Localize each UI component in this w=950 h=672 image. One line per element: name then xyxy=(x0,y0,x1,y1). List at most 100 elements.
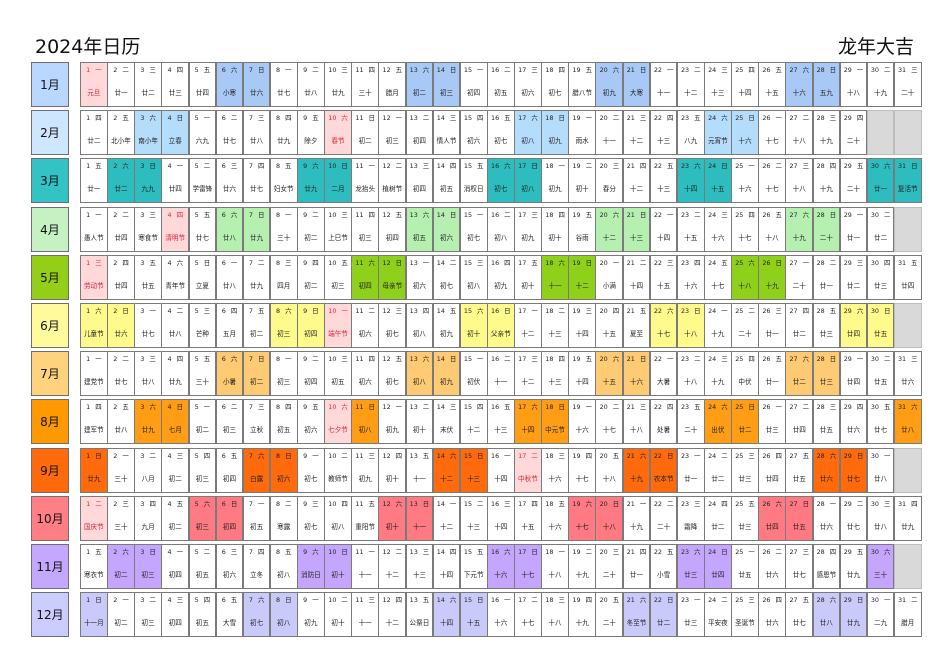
day-cell[interactable]: 14 五初九 xyxy=(432,303,461,348)
day-cell[interactable]: 6 日初四 xyxy=(215,495,244,541)
day-cell[interactable]: 14 四十四 xyxy=(432,544,461,589)
day-cell[interactable]: 7 一初五 xyxy=(242,495,271,541)
day-cell[interactable]: 8 一廿七 xyxy=(269,62,298,107)
day-cell[interactable]: 5 三芒种 xyxy=(188,303,217,348)
day-cell[interactable]: 24 三十三 xyxy=(703,62,732,107)
day-cell[interactable]: 13 二初十 xyxy=(405,399,434,445)
day-cell[interactable]: 7 三廿八 xyxy=(242,110,271,156)
day-cell[interactable]: 18 日中元节 xyxy=(541,399,569,445)
day-cell[interactable]: 28 六廿六 xyxy=(812,447,841,493)
day-cell[interactable]: 1 日廿九 xyxy=(80,447,108,493)
day-cell[interactable]: 12 三初七 xyxy=(378,303,407,348)
day-cell[interactable]: 4 四清明节 xyxy=(161,206,190,252)
day-cell[interactable]: 1 三劳动节 xyxy=(80,254,108,300)
day-cell[interactable]: 10 日二月 xyxy=(324,158,352,204)
day-cell[interactable]: 21 日大寒 xyxy=(622,62,651,107)
day-cell[interactable]: 1 日十一月 xyxy=(80,592,108,638)
day-cell[interactable]: 11 四三十 xyxy=(351,62,380,107)
day-cell[interactable]: 24 三十九 xyxy=(703,351,732,397)
day-cell[interactable]: 15 一初伏 xyxy=(459,351,488,397)
day-cell[interactable]: 20 二十七 xyxy=(595,399,624,445)
day-cell[interactable]: 27 六廿二 xyxy=(785,351,814,397)
day-cell[interactable]: 26 五廿一 xyxy=(758,351,786,397)
day-cell[interactable]: 31 六廿八 xyxy=(893,399,922,445)
day-cell[interactable]: 6 二初三 xyxy=(215,399,244,445)
day-cell[interactable]: 26 四廿六 xyxy=(758,592,786,638)
day-cell[interactable]: 22 日廿二 xyxy=(649,592,678,638)
day-cell[interactable]: 5 四初五 xyxy=(188,592,217,638)
day-cell[interactable]: 25 四中伏 xyxy=(731,351,759,397)
day-cell[interactable]: 26 二廿六 xyxy=(758,544,786,589)
day-cell[interactable]: 27 三十八 xyxy=(785,158,814,204)
day-cell[interactable]: 12 四十二 xyxy=(378,592,407,638)
day-cell[interactable]: 19 六十七 xyxy=(568,495,597,541)
day-cell[interactable]: 8 三四月 xyxy=(269,254,298,300)
day-cell[interactable]: 17 二十七 xyxy=(514,592,542,638)
day-cell[interactable]: 14 日初三 xyxy=(432,62,461,107)
day-cell[interactable]: 26 五十八 xyxy=(758,206,786,252)
day-cell[interactable]: 14 六十四 xyxy=(432,592,461,638)
day-cell[interactable]: 15 五下元节 xyxy=(459,544,488,589)
day-cell[interactable]: 18 二十三 xyxy=(541,303,569,348)
day-cell[interactable]: 25 三廿三 xyxy=(731,447,759,493)
day-cell[interactable]: 23 四十六 xyxy=(676,254,705,300)
day-cell[interactable]: 15 日十三 xyxy=(459,447,488,493)
day-cell[interactable]: 6 五大雪 xyxy=(215,592,244,638)
day-cell[interactable]: 18 五十六 xyxy=(541,495,569,541)
day-cell[interactable]: 26 一廿三 xyxy=(758,399,786,445)
day-cell[interactable]: 21 六冬至节 xyxy=(622,592,651,638)
day-cell[interactable]: 29 五二十 xyxy=(839,158,868,204)
day-cell[interactable]: 24 日十五 xyxy=(703,158,732,204)
day-cell[interactable]: 16 一十六 xyxy=(486,592,515,638)
day-cell[interactable]: 27 四廿二 xyxy=(785,303,814,348)
day-cell[interactable]: 23 日十八 xyxy=(676,303,705,348)
day-cell[interactable]: 29 日廿九 xyxy=(839,592,868,638)
day-cell[interactable]: 12 六初十 xyxy=(378,495,407,541)
day-cell[interactable]: 21 一十九 xyxy=(622,495,651,541)
day-cell[interactable]: 9 一初九 xyxy=(297,592,325,638)
day-cell[interactable]: 25 二二十 xyxy=(731,303,759,348)
day-cell[interactable]: 10 二初十 xyxy=(324,592,352,638)
day-cell[interactable]: 31 二腊月 xyxy=(893,592,922,638)
day-cell[interactable]: 8 六初三 xyxy=(269,303,298,348)
day-cell[interactable]: 4 二廿八 xyxy=(161,303,190,348)
day-cell[interactable]: 28 一廿六 xyxy=(812,495,841,541)
day-cell[interactable]: 24 一十九 xyxy=(703,303,732,348)
day-cell[interactable]: 15 六初十 xyxy=(459,303,488,348)
day-cell[interactable]: 27 二十八 xyxy=(785,110,814,156)
day-cell[interactable]: 2 日廿六 xyxy=(107,303,135,348)
day-cell[interactable]: 12 一初九 xyxy=(378,399,407,445)
day-cell[interactable]: 13 五公祭日 xyxy=(405,592,434,638)
day-cell[interactable]: 28 六廿八 xyxy=(812,592,841,638)
day-cell[interactable]: 21 六十九 xyxy=(622,447,651,493)
day-cell[interactable]: 30 二十九 xyxy=(866,62,895,107)
day-cell[interactable]: 12 五初七 xyxy=(378,351,407,397)
day-cell[interactable]: 31 五廿四 xyxy=(893,254,922,300)
day-cell[interactable]: 1 四廿二 xyxy=(80,110,108,156)
day-cell[interactable]: 20 二十一 xyxy=(595,110,624,156)
day-cell[interactable]: 16 二十一 xyxy=(486,351,515,397)
day-cell[interactable]: 30 四廿三 xyxy=(866,254,895,300)
day-cell[interactable]: 26 三廿一 xyxy=(758,303,786,348)
day-cell[interactable]: 29 一十八 xyxy=(839,62,868,107)
day-cell[interactable]: 16 三十四 xyxy=(486,495,515,541)
day-cell[interactable]: 30 日廿五 xyxy=(866,303,895,348)
day-cell[interactable]: 15 四初六 xyxy=(459,110,488,156)
day-cell[interactable]: 8 五初八 xyxy=(269,544,298,589)
day-cell[interactable]: 22 五十三 xyxy=(649,158,678,204)
day-cell[interactable]: 9 五除夕 xyxy=(297,110,325,156)
day-cell[interactable]: 2 三三十 xyxy=(107,495,135,541)
day-cell[interactable]: 8 一初三 xyxy=(269,351,298,397)
day-cell[interactable]: 5 五廿四 xyxy=(188,62,217,107)
day-cell[interactable]: 11 六初四 xyxy=(351,254,380,300)
day-cell[interactable]: 10 三廿九 xyxy=(324,62,352,107)
day-cell[interactable]: 4 四廿三 xyxy=(161,62,190,107)
day-cell[interactable]: 31 四廿九 xyxy=(893,495,922,541)
day-cell[interactable]: 16 五十三 xyxy=(486,399,515,445)
day-cell[interactable]: 2 二廿一 xyxy=(107,62,135,107)
day-cell[interactable]: 22 四十三 xyxy=(649,110,678,156)
day-cell[interactable]: 5 二初五 xyxy=(188,544,217,589)
day-cell[interactable]: 9 二初四 xyxy=(297,351,325,397)
day-cell[interactable]: 15 五消权日 xyxy=(459,158,488,204)
day-cell[interactable]: 21 五夏至 xyxy=(622,303,651,348)
